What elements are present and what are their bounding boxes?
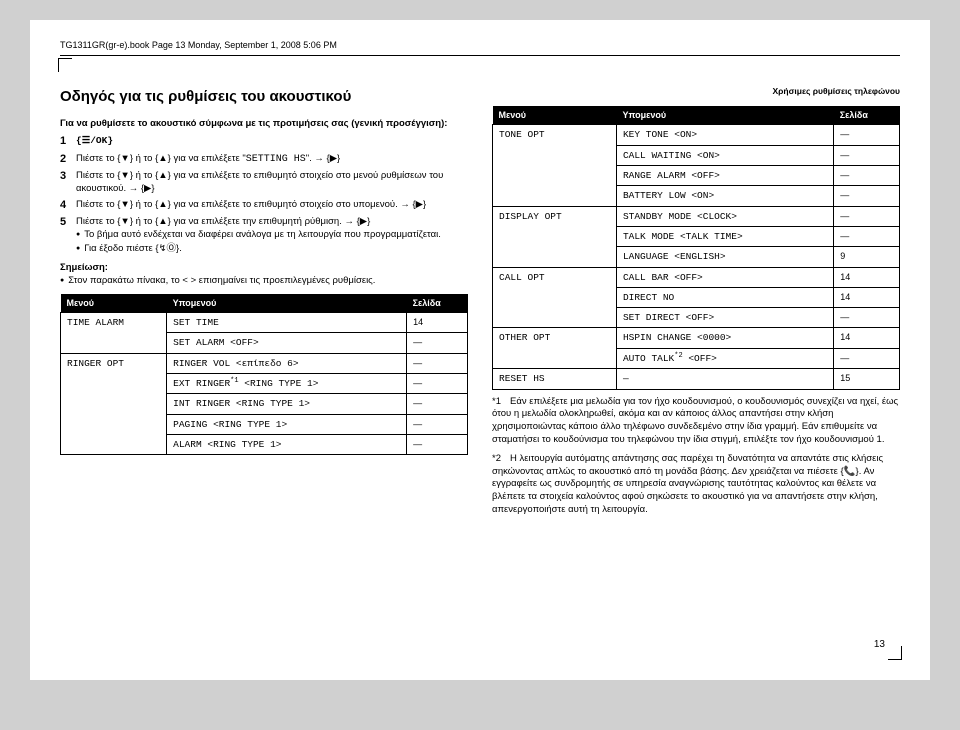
table-row: OTHER OPT HSPIN CHANGE <0000> 14	[493, 328, 900, 348]
page-title: Οδηγός για τις ρυθμίσεις του ακουστικού	[60, 86, 468, 107]
note-label: Σημείωση:	[60, 261, 468, 274]
footnote-2: *2Η λειτουργία αυτόματης απάντησης σας π…	[492, 453, 900, 517]
table-row: RESET HS — 15	[493, 369, 900, 389]
th-sub: Υπομενού	[167, 294, 407, 313]
menu-table-right: Μενού Υπομενού Σελίδα TONE OPT KEY TONE …	[492, 106, 900, 390]
table-row: RINGER OPT RINGER VOL <επίπεδο 6> —	[61, 353, 468, 373]
th-menu: Μενού	[61, 294, 167, 313]
step-2: 2 Πιέστε το {▼} ή το {▲} για να επιλέξετ…	[60, 152, 468, 167]
right-column: Χρήσιμες ρυθμίσεις τηλεφώνου Μενού Υπομε…	[492, 86, 900, 523]
table-header-row: Μενού Υπομενού Σελίδα	[493, 106, 900, 125]
step-2-a: Πιέστε το {▼} ή το {▲} για να επιλέξετε …	[76, 153, 246, 164]
crop-mark-tl	[58, 58, 72, 72]
intro-text: Για να ρυθμίσετε το ακουστικό σύμφωνα με…	[60, 117, 468, 130]
step-3: 3 Πιέστε το {▼} ή το {▲} για να επιλέξετ…	[60, 169, 468, 196]
step-4: 4 Πιέστε το {▼} ή το {▲} για να επιλέξετ…	[60, 198, 468, 213]
step-5-bullet-2: Για έξοδο πιέστε {↯Ⓞ}.	[76, 242, 468, 255]
step-4-text: Πιέστε το {▼} ή το {▲} για να επιλέξετε …	[76, 198, 468, 213]
table-row: TIME ALARM SET TIME 14	[61, 313, 468, 333]
steps-list: 1 {☰/OK} 2 Πιέστε το {▼} ή το {▲} για να…	[60, 134, 468, 255]
page-number: 13	[874, 639, 885, 650]
menu-table-left: Μενού Υπομενού Σελίδα TIME ALARM SET TIM…	[60, 294, 468, 456]
step-5-text: Πιέστε το {▼} ή το {▲} για να επιλέξετε …	[76, 216, 370, 227]
footnotes: *1Εάν επιλέξετε μια μελωδία για τον ήχο …	[492, 396, 900, 517]
th-page: Σελίδα	[407, 294, 468, 313]
table-header-row: Μενού Υπομενού Σελίδα	[61, 294, 468, 313]
document-page: TG1311GR(gr-e).book Page 13 Monday, Sept…	[30, 20, 930, 680]
table-row: DISPLAY OPT STANDBY MODE <CLOCK> —	[493, 206, 900, 226]
th-menu: Μενού	[493, 106, 617, 125]
step-5-bullets: Το βήμα αυτό ενδέχεται να διαφέρει ανάλο…	[76, 228, 468, 255]
crop-mark-br	[888, 646, 902, 660]
step-1: 1 {☰/OK}	[60, 134, 468, 149]
footnote-1: *1Εάν επιλέξετε μια μελωδία για τον ήχο …	[492, 396, 900, 447]
note-bullets: Στον παρακάτω πίνακα, το < > επισημαίνει…	[60, 274, 468, 287]
running-header: TG1311GR(gr-e).book Page 13 Monday, Sept…	[60, 40, 337, 50]
left-column: Οδηγός για τις ρυθμίσεις του ακουστικού …	[60, 86, 468, 523]
step-3-text: Πιέστε το {▼} ή το {▲} για να επιλέξετε …	[76, 169, 468, 196]
header-rule: TG1311GR(gr-e).book Page 13 Monday, Sept…	[60, 35, 900, 56]
section-header: Χρήσιμες ρυθμίσεις τηλεφώνου	[492, 86, 900, 98]
step-5: 5 Πιέστε το {▼} ή το {▲} για να επιλέξετ…	[60, 215, 468, 255]
table-row: TONE OPT KEY TONE <ON> —	[493, 125, 900, 145]
step-2-code: SETTING HS	[246, 154, 306, 165]
step-1-text: {☰/OK}	[76, 134, 468, 149]
step-5-bullet-1: Το βήμα αυτό ενδέχεται να διαφέρει ανάλο…	[76, 228, 468, 241]
two-column-layout: Οδηγός για τις ρυθμίσεις του ακουστικού …	[60, 86, 900, 523]
th-sub: Υπομενού	[616, 106, 833, 125]
table-row: CALL OPT CALL BAR <OFF> 14	[493, 267, 900, 287]
step-2-c: ". → {▶}	[306, 153, 340, 164]
note-text: Στον παρακάτω πίνακα, το < > επισημαίνει…	[60, 274, 468, 287]
th-page: Σελίδα	[834, 106, 900, 125]
